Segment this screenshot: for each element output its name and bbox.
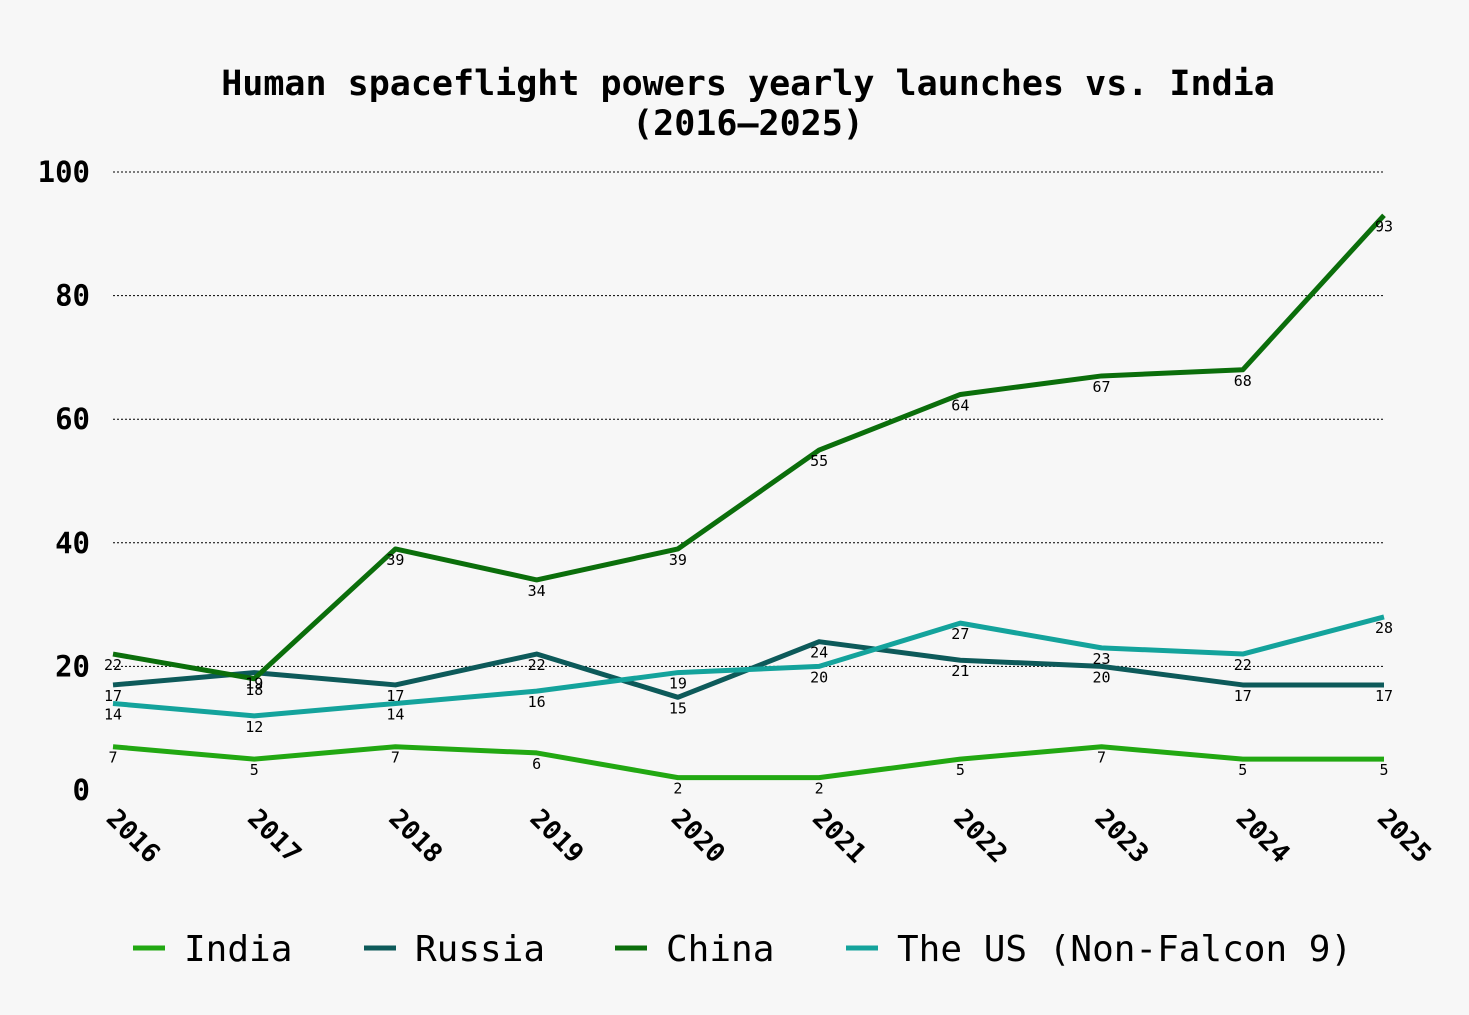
x-tick-label: 2020	[665, 804, 730, 869]
data-label: 19	[245, 675, 263, 693]
data-label: 22	[528, 656, 546, 674]
data-label: 17	[1375, 687, 1393, 705]
data-label: 64	[951, 396, 969, 414]
data-label: 2	[673, 780, 682, 798]
x-tick-label: 2021	[806, 804, 871, 869]
y-tick-label: 80	[55, 279, 90, 313]
data-label: 34	[528, 582, 546, 600]
x-axis-ticks: 2016 2017 2018 2019 2020 2021 2022 2023 2024 2025	[100, 804, 1436, 869]
data-label: 17	[1234, 687, 1252, 705]
data-label: 19	[669, 675, 687, 693]
data-label: 5	[1379, 761, 1388, 779]
data-label: 23	[1093, 650, 1111, 668]
data-label: 14	[104, 705, 122, 723]
x-tick-label: 2025	[1371, 804, 1436, 869]
series-line-the-us-non-falcon-9-	[112, 614, 1385, 719]
y-tick-label: 60	[55, 402, 90, 436]
data-label: 20	[810, 668, 828, 686]
y-axis-ticks: 0 20 40 60 80 100	[38, 155, 90, 807]
data-label: 7	[391, 749, 400, 767]
data-label: 21	[951, 662, 969, 680]
grid-lines	[113, 171, 1384, 667]
data-label: 67	[1093, 378, 1111, 396]
series-line-india	[112, 744, 1384, 781]
data-label: 17	[386, 687, 404, 705]
y-tick-label: 20	[55, 649, 90, 683]
series-line-china	[112, 213, 1386, 682]
data-label: 16	[528, 693, 546, 711]
data-label: 22	[104, 656, 122, 674]
data-label: 20	[1093, 668, 1111, 686]
chart-title-line-2: (2016–2025)	[632, 104, 864, 144]
data-label: 5	[250, 761, 259, 779]
data-label: 93	[1375, 217, 1393, 235]
x-tick-label: 2018	[382, 804, 447, 869]
data-label: 17	[104, 687, 122, 705]
data-label: 68	[1234, 372, 1252, 390]
legend-label: China	[666, 929, 774, 970]
data-label: 2	[815, 780, 824, 798]
y-tick-label: 40	[55, 526, 90, 560]
data-label: 5	[956, 761, 965, 779]
x-tick-label: 2023	[1089, 804, 1154, 869]
data-label: 39	[386, 551, 404, 569]
data-label: 28	[1375, 619, 1393, 637]
series-lines	[112, 213, 1386, 781]
data-label: 7	[1097, 749, 1106, 767]
x-tick-label: 2016	[100, 804, 165, 869]
x-tick-label: 2017	[241, 804, 306, 869]
y-tick-label: 100	[38, 155, 90, 189]
data-label: 7	[108, 749, 117, 767]
data-label: 22	[1234, 656, 1252, 674]
x-tick-label: 2024	[1230, 804, 1295, 869]
data-label: 5	[1238, 761, 1247, 779]
legend-label: India	[184, 929, 292, 970]
data-label: 27	[951, 625, 969, 643]
data-label: 24	[810, 644, 828, 662]
legend-label: Russia	[415, 929, 545, 970]
legend: India Russia China The US (Non-Falcon 9)	[133, 929, 1352, 970]
x-tick-label: 2019	[524, 804, 589, 869]
y-tick-label: 0	[73, 773, 90, 807]
data-label: 12	[245, 718, 263, 736]
legend-label: The US (Non-Falcon 9)	[897, 929, 1352, 970]
x-tick-label: 2022	[947, 804, 1012, 869]
data-label: 18	[245, 681, 263, 699]
data-label: 55	[810, 452, 828, 470]
data-label: 15	[669, 699, 687, 717]
data-label: 6	[532, 755, 541, 773]
chart-title-line-1: Human spaceflight powers yearly launches…	[221, 64, 1275, 104]
data-label: 14	[386, 705, 404, 723]
data-label: 39	[669, 551, 687, 569]
